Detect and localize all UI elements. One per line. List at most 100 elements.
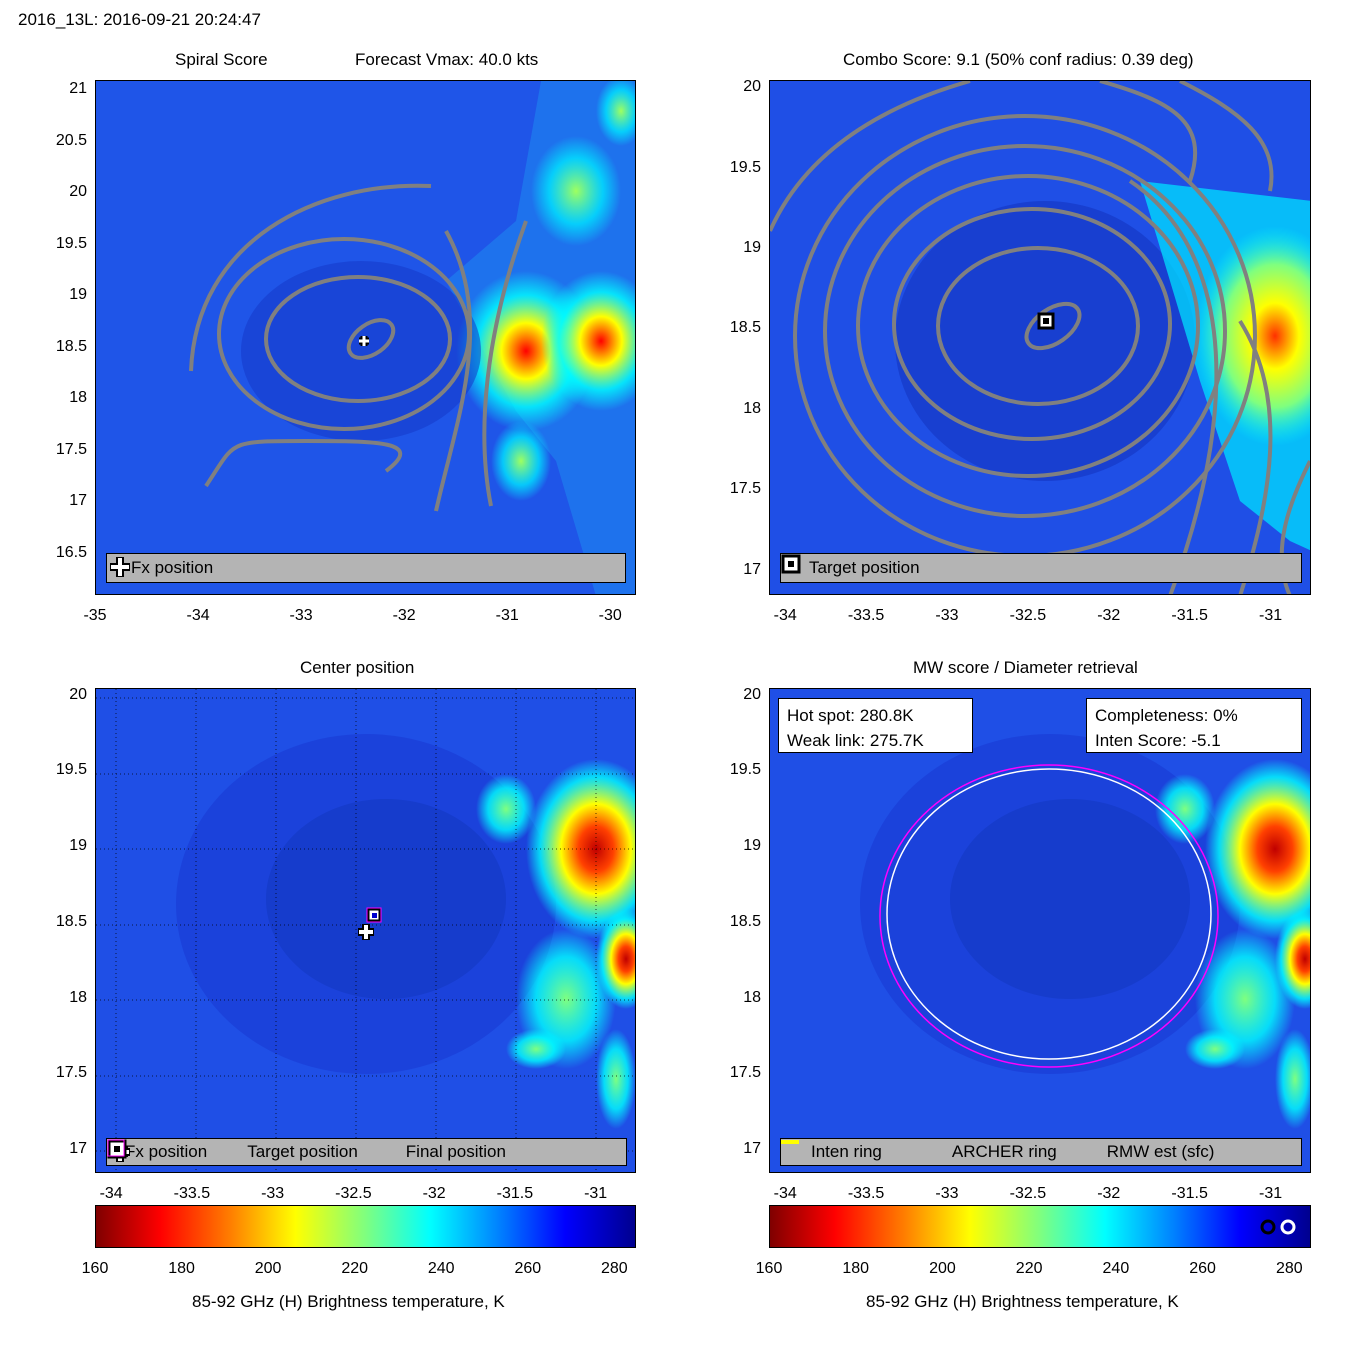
legend-label: Fx position [125, 1142, 208, 1161]
x-tick-label: -31 [1258, 607, 1283, 624]
convection-area [1185, 1029, 1245, 1069]
y-tick-label: 16.5 [55, 543, 87, 561]
legend-label: RMW est (sfc) [1106, 1142, 1215, 1161]
y-tick-label: 18 [743, 399, 761, 417]
rmw-ring [886, 768, 1212, 1060]
x-tick-label: -31.5 [1171, 1185, 1208, 1202]
y-tick-label: 19.5 [55, 234, 87, 252]
convection-area [531, 136, 621, 246]
x-tick-label: -34 [773, 1185, 797, 1202]
forecast-vmax-title: Forecast Vmax: 40.0 kts [355, 50, 539, 69]
ring-symbols-icon [1260, 1219, 1296, 1235]
x-tick-label: -32 [392, 607, 416, 624]
convection-area [1155, 774, 1215, 844]
rmw-est-icon [781, 1140, 799, 1144]
colorbar-tick-label: 160 [755, 1260, 783, 1277]
mw-score-title: MW score / Diameter retrieval [913, 658, 1138, 677]
y-tick-label: 21 [69, 80, 87, 98]
target-position-icon [781, 554, 801, 574]
y-tick-label: 17 [69, 1140, 87, 1158]
x-tick-label: -33.5 [173, 1185, 211, 1202]
fx-position-icon [110, 557, 130, 577]
y-tick-label: 17.5 [729, 480, 761, 498]
contour-lines [189, 183, 528, 512]
y-tick-label: 17.5 [55, 1064, 87, 1082]
legend-label: Final position [405, 1142, 506, 1161]
colorbar-tick-label: 240 [427, 1260, 455, 1277]
convection-area [1275, 909, 1310, 1009]
y-tick-label: 20 [69, 183, 87, 201]
completeness-text: Completeness: 0% [1095, 706, 1238, 725]
x-tick-label: -33 [935, 1185, 959, 1202]
inten-score-text: Inten Score: -5.1 [1095, 731, 1221, 750]
colorbar-tick-label: 220 [1015, 1260, 1043, 1277]
hot-spot-text: Hot spot: 280.8K [787, 706, 914, 725]
y-tick-label: 19 [743, 238, 761, 256]
y-tick-label: 20 [743, 685, 761, 703]
colorbar-tick-label: 280 [601, 1260, 628, 1277]
colorbar-tick-label: 200 [929, 1260, 956, 1277]
x-tick-label: -33 [289, 607, 313, 624]
y-tick-label: 19 [69, 286, 87, 304]
colorbar-tick-label: 260 [514, 1260, 542, 1277]
y-tick-label: 19.5 [55, 761, 87, 779]
colorbar-tick-label: 260 [1189, 1260, 1216, 1277]
y-tick-label: 18.5 [55, 912, 87, 930]
legend-label: Fx position [131, 558, 214, 577]
x-tick-label: -32 [422, 1185, 446, 1202]
x-tick-label: -34 [773, 607, 797, 624]
x-tick-label: -33.5 [847, 607, 885, 624]
x-tick-label: -33 [935, 607, 959, 624]
y-tick-label: 20 [69, 685, 87, 703]
x-tick-label: -33 [261, 1185, 285, 1202]
x-tick-label: -32 [1097, 1185, 1121, 1202]
mw-score-plot: Hot spot: 280.8K Weak link: 275.7K Compl… [769, 688, 1311, 1173]
combo-score-title: Combo Score: 9.1 (50% conf radius: 0.39 … [843, 50, 1194, 69]
contour-lines [770, 81, 1310, 594]
convection-area [1275, 1029, 1310, 1129]
x-tick-label: -32.5 [1009, 1185, 1047, 1202]
x-tick-label: -34 [186, 607, 210, 624]
convection-area [596, 1029, 635, 1129]
x-tick-label: -35 [83, 607, 107, 624]
target-position-marker [366, 907, 382, 923]
convection-area [1195, 226, 1310, 446]
grid-lines [96, 689, 635, 1172]
x-tick-label: -31 [1258, 1185, 1283, 1202]
mw-legend: Inten ring ARCHER ring RMW est (sfc) [780, 1138, 1302, 1166]
combo-legend: Target position [780, 553, 1302, 583]
spiral-score-title: Spiral Score [175, 50, 268, 69]
center-position-title: Center position [300, 658, 415, 677]
colorbar-tick-label: 200 [254, 1260, 282, 1277]
y-tick-label: 17 [69, 492, 87, 510]
y-tick-label: 18 [69, 389, 87, 407]
convection-area [491, 421, 551, 501]
x-tick-label: -32 [1097, 607, 1121, 624]
x-tick-label: -32.5 [1009, 607, 1047, 624]
center-position-plot: Fx position Target position Final positi… [95, 688, 636, 1173]
y-tick-label: 18 [743, 988, 761, 1006]
colorbar-tick-label: 180 [842, 1260, 870, 1277]
y-tick-label: 18 [69, 988, 87, 1006]
colorbar-tick-label: 180 [168, 1260, 195, 1277]
y-tick-label: 18.5 [729, 912, 761, 930]
legend-label: Target position [809, 558, 920, 577]
convection-area [596, 81, 635, 146]
archer-ring [879, 764, 1219, 1068]
colorbar-left [95, 1205, 636, 1248]
legend-label: Target position [247, 1142, 358, 1161]
convection-area [1205, 759, 1310, 939]
x-tick-label: -31 [495, 607, 519, 624]
target-position-marker [1037, 312, 1055, 330]
final-position-icon [107, 1139, 125, 1157]
y-tick-label: 19.5 [729, 158, 761, 176]
combo-score-plot: Target position [769, 80, 1311, 595]
y-tick-label: 17 [743, 560, 761, 578]
spiral-score-svg [96, 81, 635, 594]
colorbar-right [769, 1205, 1311, 1248]
fx-position-marker [359, 336, 369, 346]
x-tick-label: -34 [99, 1185, 123, 1202]
spiral-score-plot: Fx position [95, 80, 636, 595]
legend-label: ARCHER ring [951, 1142, 1057, 1161]
convection-area [596, 909, 635, 1009]
